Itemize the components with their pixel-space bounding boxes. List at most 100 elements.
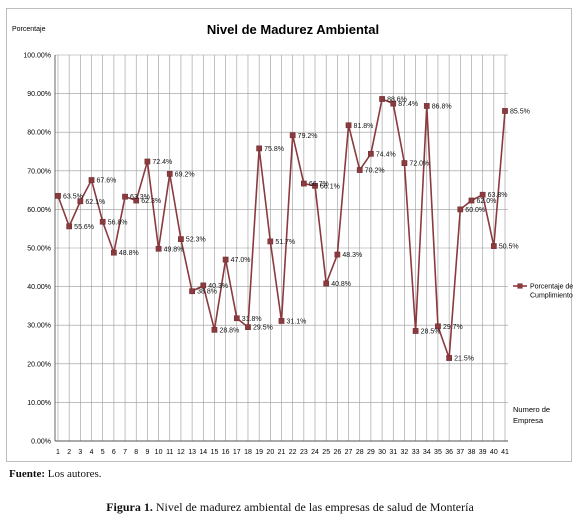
data-label: 52.3% — [186, 237, 206, 244]
x-tick-label: 24 — [311, 449, 319, 456]
data-label: 56.8% — [108, 219, 128, 226]
x-tick-label: 39 — [479, 449, 487, 456]
data-point-marker — [502, 108, 508, 114]
data-label: 86.8% — [432, 103, 452, 110]
x-tick-label: 17 — [233, 449, 241, 456]
x-tick-label: 15 — [211, 449, 219, 456]
data-label: 62.3% — [141, 198, 161, 205]
y-tick-labels: 0.00% 10.00% 20.00% 30.00% 40.00% 50.00% 60.00… — [23, 53, 51, 446]
data-point-marker — [278, 318, 285, 324]
data-point-marker — [446, 355, 452, 361]
source-note: Fuente: Los autores. — [9, 468, 102, 480]
x-tick-label: 4 — [90, 449, 94, 456]
chart-frame: Nivel de Madurez Ambiental Porcentaje 0.… — [6, 8, 573, 462]
data-point-marker — [457, 206, 464, 213]
y-tick-label: 20.00% — [27, 361, 51, 368]
data-label: 75.8% — [264, 146, 284, 153]
data-label: 69.2% — [175, 171, 195, 178]
y-tick-label: 10.00% — [27, 400, 51, 407]
data-point-marker — [211, 326, 218, 333]
data-label: 85.5% — [510, 108, 530, 115]
data-label: 21.5% — [454, 356, 474, 363]
legend-label: Porcentaje de — [530, 284, 573, 291]
x-tick-label: 35 — [434, 449, 442, 456]
data-label: 72.4% — [152, 159, 172, 166]
y-tick-label: 80.00% — [27, 130, 51, 137]
line-chart: Nivel de Madurez Ambiental Porcentaje 0.… — [12, 22, 573, 456]
figure-caption: Figura 1. Nivel de madurez ambiental de … — [0, 500, 580, 515]
x-tick-labels: 1 2 3 4 5 6 7 8 9 10 11 12 13 14 15 16 17 18 19 20 21 22 23 24 2… — [56, 449, 509, 456]
data-label: 55.6% — [74, 224, 94, 231]
x-tick-label: 27 — [345, 449, 353, 456]
x-tick-label: 10 — [155, 449, 163, 456]
y-tick-label: 30.00% — [27, 323, 51, 330]
data-label: 63.3% — [130, 194, 150, 201]
data-point-marker — [144, 158, 151, 165]
source-text: Los autores. — [47, 468, 102, 480]
data-point-marker — [368, 150, 374, 157]
x-tick-label: 25 — [322, 449, 330, 456]
legend-marker-swatch — [517, 283, 523, 289]
data-label: 48.3% — [342, 252, 362, 259]
x-tick-label: 26 — [333, 449, 341, 456]
x-tick-label: 9 — [145, 449, 149, 456]
x-tick-label: 31 — [389, 449, 397, 456]
data-label: 38.8% — [197, 289, 217, 296]
x-tick-label: 16 — [222, 449, 230, 456]
data-label: 66.7% — [309, 181, 329, 188]
x-tick-label: 5 — [101, 449, 105, 456]
data-label: 28.8% — [219, 327, 239, 334]
y-tick-label: 90.00% — [27, 91, 51, 98]
data-label: 31.1% — [287, 318, 307, 325]
data-point-marker — [222, 256, 229, 263]
data-label: 74.4% — [376, 151, 396, 158]
data-label: 31.8% — [242, 316, 262, 323]
data-label: 50.5% — [499, 244, 519, 251]
data-point-marker — [423, 103, 430, 109]
data-label: 62.0% — [476, 198, 496, 205]
data-label: 47.0% — [231, 257, 251, 264]
x-tick-label: 38 — [468, 449, 476, 456]
data-labels: 63.5% 55.6% 62.1% 67.6% 56.8% 48.8% 63.3%62.3%… — [63, 97, 530, 363]
data-point-marker — [312, 183, 318, 189]
source-label: Fuente: — [9, 468, 46, 480]
x-tick-label: 21 — [278, 449, 286, 456]
y-tick-label: 70.00% — [27, 168, 51, 175]
data-point-marker — [390, 100, 397, 107]
x-axis-label-line: Numero de — [513, 405, 550, 414]
data-label: 88.6% — [387, 97, 407, 104]
data-point-marker — [66, 223, 73, 230]
data-label: 51.7% — [275, 239, 295, 246]
x-tick-label: 36 — [445, 449, 453, 456]
data-point-marker — [323, 280, 330, 287]
x-tick-label: 33 — [412, 449, 420, 456]
data-point-marker — [122, 193, 128, 200]
data-point-marker — [379, 96, 385, 102]
legend-label: Cumplimiento — [530, 293, 573, 300]
x-tick-label: 12 — [177, 449, 185, 456]
x-tick-label: 18 — [244, 449, 252, 456]
grid — [55, 54, 508, 442]
x-tick-label: 28 — [356, 449, 364, 456]
data-label: 29.5% — [253, 325, 273, 332]
x-tick-label: 13 — [188, 449, 196, 456]
data-point-marker — [468, 197, 475, 204]
x-tick-label: 29 — [367, 449, 375, 456]
x-tick-label: 1 — [56, 449, 60, 456]
data-point-marker — [189, 288, 195, 295]
x-tick-label: 34 — [423, 449, 431, 456]
data-label: 79.2% — [298, 133, 318, 140]
caption-text: Nivel de madurez ambiental de las empres… — [155, 500, 474, 514]
data-point-marker — [412, 328, 419, 334]
data-label: 40.8% — [331, 281, 351, 288]
x-axis-label: Numero de Empresa — [513, 405, 550, 425]
data-label: 62.1% — [85, 199, 105, 206]
data-label: 81.8% — [354, 123, 374, 130]
data-label: 72.0% — [409, 161, 429, 168]
chart-title: Nivel de Madurez Ambiental — [207, 22, 379, 37]
data-point-marker — [77, 198, 84, 205]
data-label: 66.1% — [320, 183, 340, 190]
y-tick-label: 50.00% — [27, 246, 51, 253]
data-label: 70.2% — [365, 168, 385, 175]
data-point-marker — [88, 177, 95, 183]
